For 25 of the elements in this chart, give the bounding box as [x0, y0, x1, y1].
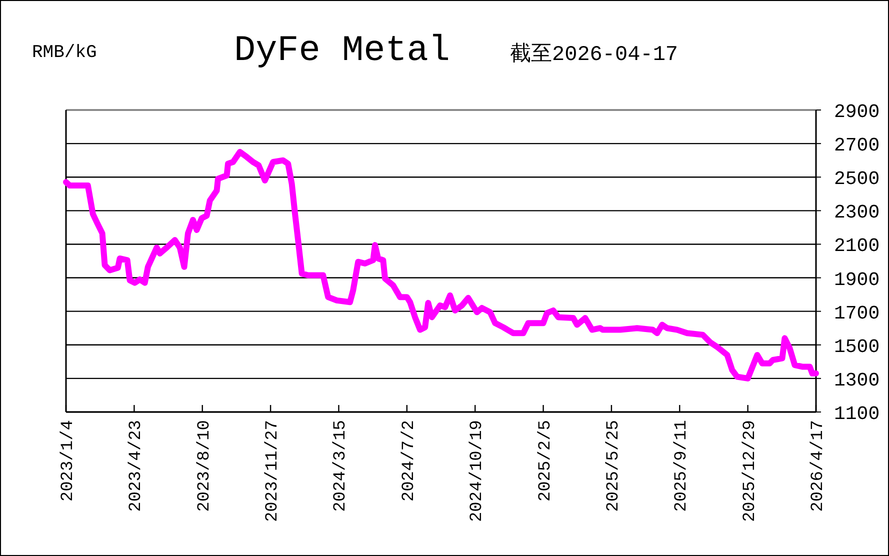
x-tick-label: 2023/8/10 [195, 420, 214, 512]
y-tick-label: 1300 [834, 369, 880, 392]
x-tick-label: 2024/3/15 [332, 420, 351, 512]
y-tick-label: 2500 [834, 168, 880, 190]
x-tick-label: 2023/4/23 [127, 420, 146, 512]
x-tick-label: 2025/5/25 [604, 420, 624, 512]
x-tick-label: 2025/9/11 [672, 420, 692, 512]
x-tick-label: 2023/11/27 [264, 420, 283, 522]
y-tick-label: 1700 [834, 302, 880, 324]
x-tick-label: 2026/4/17 [809, 420, 828, 512]
x-tick-label: 2025/12/29 [740, 420, 760, 522]
x-tick-label: 2024/10/19 [468, 420, 488, 522]
y-tick-label: 2700 [834, 134, 880, 157]
chart-title: DyFe Metal [234, 30, 450, 71]
y-tick-label: 1500 [834, 336, 880, 358]
y-tick-label: 2100 [834, 235, 880, 258]
x-tick-label: 2023/1/4 [59, 420, 78, 502]
y-tick-label: 2300 [834, 202, 880, 224]
chart-subtitle: 截至2026-04-17 [510, 42, 678, 67]
y-tick-label: 1900 [834, 268, 880, 291]
x-tick-label: 2025/2/5 [536, 420, 556, 502]
y-axis-title: RMB/kG [32, 43, 97, 63]
x-tick-label: 2024/7/2 [400, 420, 419, 502]
y-tick-label: 1100 [834, 403, 880, 425]
y-tick-label: 2900 [834, 101, 880, 123]
